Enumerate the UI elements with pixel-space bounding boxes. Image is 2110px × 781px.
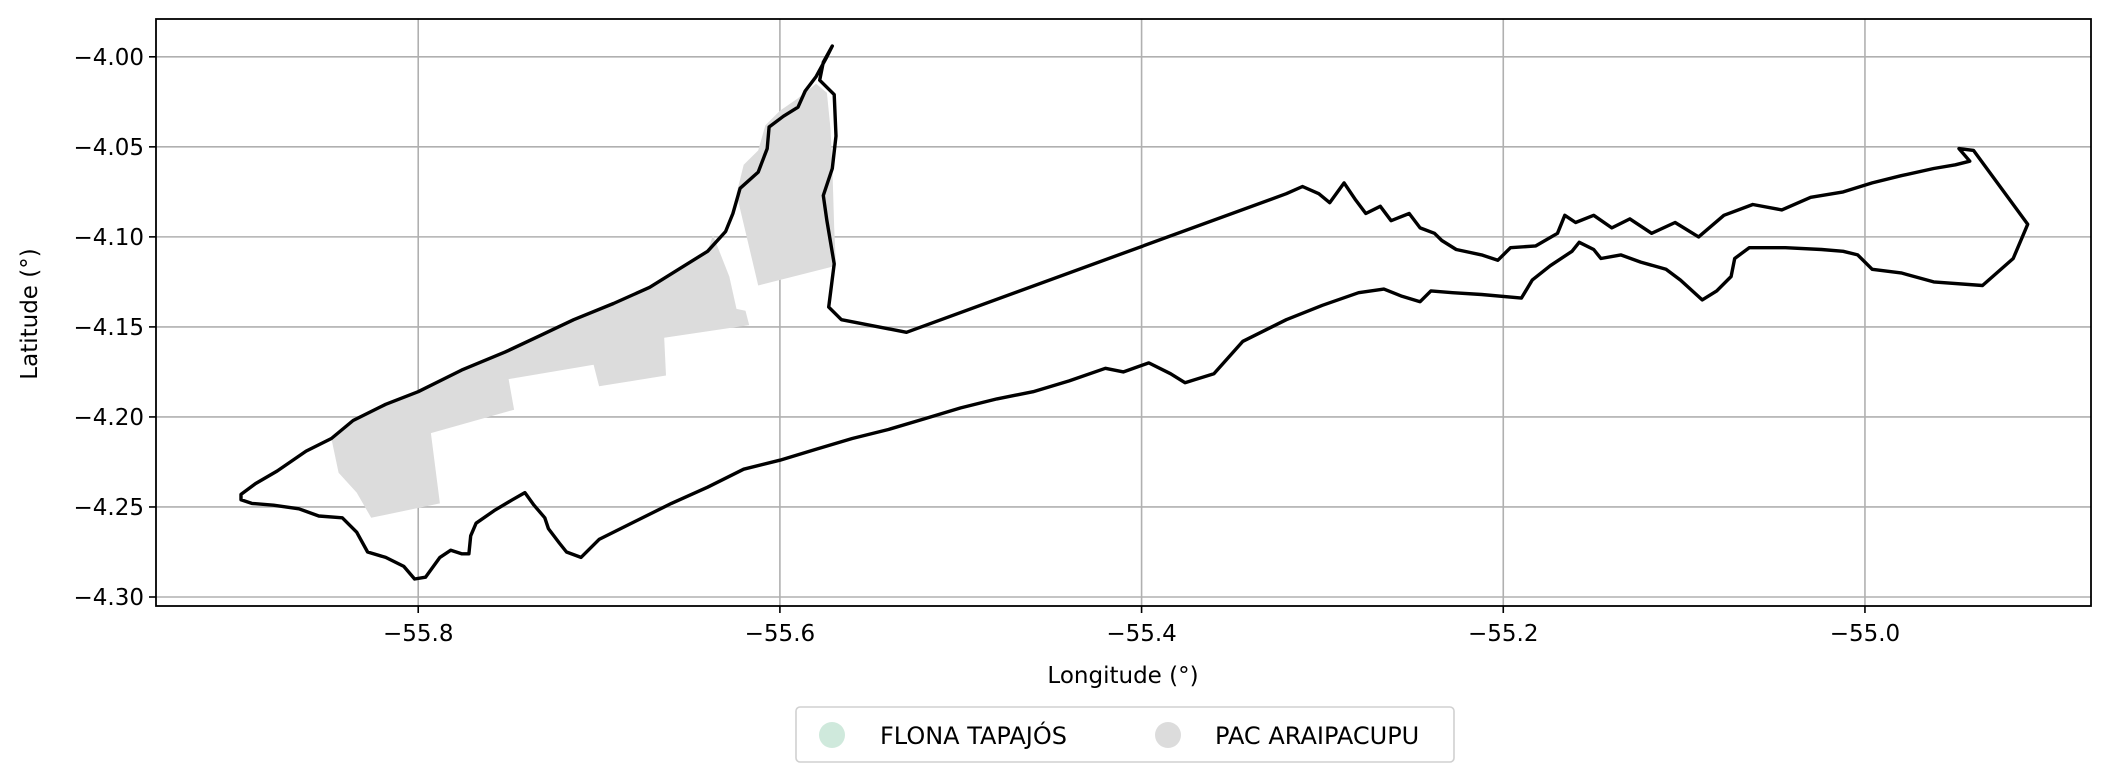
y-tick-label: −4.20 — [74, 405, 144, 431]
pac-araipacupu-polygon-0 — [331, 235, 750, 518]
plot-frame — [155, 18, 2092, 607]
y-tick-label: −4.10 — [74, 225, 144, 251]
y-tick-label: −4.00 — [74, 45, 144, 71]
legend-box — [795, 706, 1455, 763]
y-axis-label: Latitude (°) — [17, 248, 43, 379]
legend: FLONA TAPAJÓS PAC ARAIPACUPU — [795, 706, 1455, 763]
y-tick-label: −4.30 — [74, 585, 144, 611]
y-tick-label: −4.15 — [74, 315, 144, 341]
grid-layer — [156, 19, 2091, 606]
x-axis-label: Longitude (°) — [1047, 663, 1198, 689]
x-tick-label: −55.8 — [383, 621, 453, 647]
x-tick-label: −55.0 — [1830, 621, 1900, 647]
y-axis-ticks: −4.00 −4.05 −4.10 −4.15 −4.20 −4.25 −4.30 — [74, 45, 156, 611]
x-tick-label: −55.2 — [1468, 621, 1538, 647]
legend-marker-flona — [819, 722, 845, 748]
legend-label-flona: FLONA TAPAJÓS — [880, 720, 1067, 750]
x-tick-label: −55.4 — [1106, 621, 1176, 647]
pac-araipacupu-polygon-1 — [736, 83, 836, 286]
legend-marker-pac — [1155, 722, 1181, 748]
map-polygons — [239, 44, 2030, 581]
flona-tapaj-s-polygon-0 — [239, 44, 2030, 581]
legend-label-pac: PAC ARAIPACUPU — [1215, 722, 1419, 750]
y-tick-label: −4.25 — [74, 495, 144, 521]
x-tick-label: −55.6 — [745, 621, 815, 647]
x-axis-ticks: −55.8 −55.6 −55.4 −55.2 −55.0 — [383, 606, 1900, 647]
y-tick-label: −4.05 — [74, 135, 144, 161]
